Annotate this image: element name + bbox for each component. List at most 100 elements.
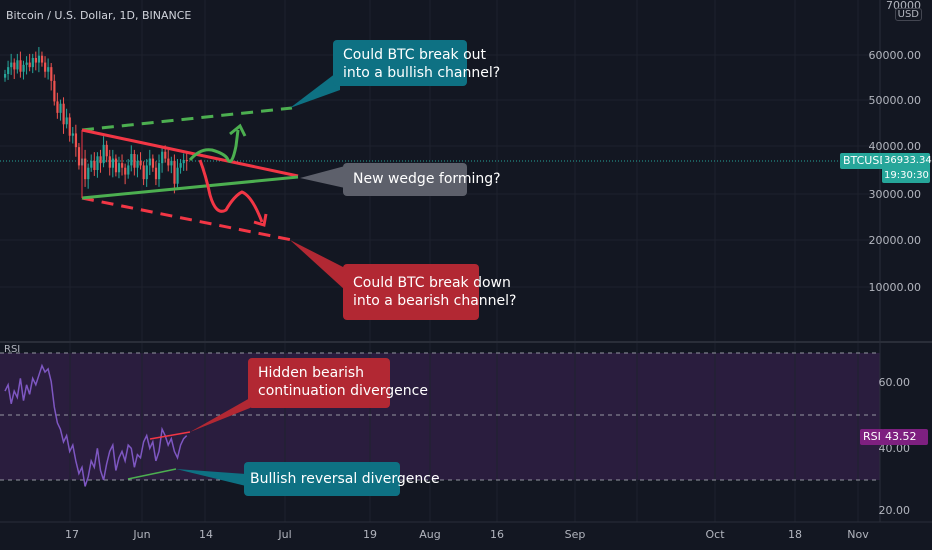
- candle-body: [19, 60, 22, 72]
- candle-body: [124, 167, 127, 175]
- candle-body: [133, 154, 136, 168]
- candle-body: [10, 62, 13, 68]
- candle-body: [102, 144, 105, 164]
- currency-unit-badge[interactable]: USD: [894, 8, 922, 21]
- callout-bearish-channel[interactable]: Could BTC break down into a bearish chan…: [343, 264, 517, 320]
- callout-text: Could BTC break down: [353, 275, 511, 291]
- time-tick: Jul: [277, 528, 291, 541]
- callout-wedge[interactable]: New wedge forming?: [343, 163, 501, 196]
- candle-body: [142, 165, 145, 180]
- time-tick: Jun: [132, 528, 150, 541]
- candle-body: [176, 167, 179, 184]
- price-tick: 40000.00: [869, 140, 922, 153]
- callout-pointer-bearish: [290, 240, 345, 290]
- price-axis: 70000 60000.00 50000.00 40000.00 30000.0…: [869, 0, 922, 294]
- candle-body: [121, 163, 124, 168]
- candle-body: [154, 167, 158, 180]
- time-tick: 14: [199, 528, 213, 541]
- last-price-tag: 36933.34 19:30:30: [882, 153, 932, 183]
- symbol-tag: BTCUSD: [840, 153, 891, 169]
- callout-hidden-bearish[interactable]: Hidden bearish continuation divergence: [248, 358, 428, 408]
- bullish-reversal-divergence-line: [127, 468, 177, 480]
- time-tick: 17: [65, 528, 79, 541]
- callout-text: into a bearish channel?: [353, 293, 517, 309]
- callout-pointer-hidden-bearish: [190, 398, 250, 432]
- candle-body: [185, 159, 188, 162]
- candle-body: [44, 62, 47, 72]
- price-tick: 10000.00: [869, 281, 922, 294]
- bullish-projection-arrow: [188, 129, 240, 163]
- callout-text: into a bullish channel?: [343, 65, 501, 81]
- candle-body: [68, 117, 71, 136]
- callout-text: New wedge forming?: [353, 171, 501, 187]
- candle-body: [13, 62, 16, 70]
- time-tick: Aug: [419, 528, 440, 541]
- price-tick: 30000.00: [869, 188, 922, 201]
- candle-body: [25, 62, 28, 65]
- wedge-lower-line: [81, 175, 299, 200]
- callout-text: Hidden bearish: [258, 365, 365, 381]
- time-tick: Oct: [705, 528, 725, 541]
- candle-body: [84, 158, 87, 180]
- candle-body: [145, 165, 148, 180]
- candle-body: [158, 163, 161, 180]
- candle-body: [161, 151, 164, 164]
- rsi-levels: [0, 352, 880, 481]
- rsi-band: [0, 353, 880, 480]
- time-tick: 18: [788, 528, 802, 541]
- candle-body: [151, 158, 155, 168]
- wedge-upper-line: [81, 128, 299, 178]
- time-tick: 19: [363, 528, 377, 541]
- candle-body: [7, 67, 10, 74]
- candles: [4, 47, 188, 194]
- candle-body: [130, 154, 133, 166]
- candle-body: [53, 80, 56, 102]
- time-tick: Nov: [847, 528, 869, 541]
- symbol-header[interactable]: Bitcoin / U.S. Dollar, 1D, BINANCE: [6, 9, 192, 22]
- candle-body: [31, 58, 34, 68]
- time-axis: 17 Jun 14 Jul 19 Aug 16 Sep Oct 18 Nov: [65, 528, 869, 541]
- callout-bullish-reversal[interactable]: Bullish reversal divergence: [244, 462, 440, 496]
- candle-body: [34, 58, 37, 63]
- callout-text: Could BTC break out: [343, 47, 487, 63]
- candle-body: [59, 103, 62, 113]
- price-tick: 50000.00: [869, 94, 922, 107]
- callout-pointer-bullish: [290, 70, 340, 108]
- callout-bullish-channel[interactable]: Could BTC break out into a bullish chann…: [333, 40, 501, 86]
- bearish-projection-arrow: [198, 159, 264, 223]
- candle-body: [173, 160, 176, 184]
- candle-body: [90, 160, 93, 168]
- candle-body: [28, 62, 31, 68]
- candle-body: [167, 158, 170, 166]
- candle-body: [96, 156, 99, 170]
- callout-pointer-wedge: [300, 166, 345, 188]
- time-tick: 16: [490, 528, 504, 541]
- callout-text: Bullish reversal divergence: [250, 471, 440, 487]
- candle-body: [99, 156, 102, 164]
- rsi-tag-label: RSI: [860, 429, 884, 445]
- rsi-axis: 60.00 40.00 20.00: [879, 376, 911, 517]
- candle-body: [148, 158, 151, 166]
- rsi-tick: 20.00: [879, 504, 911, 517]
- candle-body: [136, 160, 139, 168]
- candle-body: [77, 147, 81, 166]
- candle-body: [93, 160, 96, 170]
- candle-body: [179, 163, 182, 168]
- callout-pointer-bullish-reversal: [176, 469, 246, 486]
- candle-body: [65, 117, 68, 125]
- candle-body: [22, 64, 25, 72]
- candle-body: [111, 158, 114, 168]
- candle-body: [117, 163, 121, 173]
- rsi-pane-label[interactable]: RSI: [4, 344, 21, 355]
- candle-body: [37, 55, 41, 63]
- candle-body: [47, 67, 50, 72]
- candle-body: [4, 74, 7, 78]
- rsi-value-tag: 43.52: [882, 429, 928, 445]
- candle-body: [108, 156, 111, 168]
- price-tick: 20000.00: [869, 234, 922, 247]
- drawings: [81, 106, 299, 242]
- bullish-channel-line: [81, 106, 293, 132]
- candle-body: [40, 55, 44, 63]
- bearish-channel-line: [81, 196, 293, 242]
- last-price-value: 36933.34: [884, 155, 932, 166]
